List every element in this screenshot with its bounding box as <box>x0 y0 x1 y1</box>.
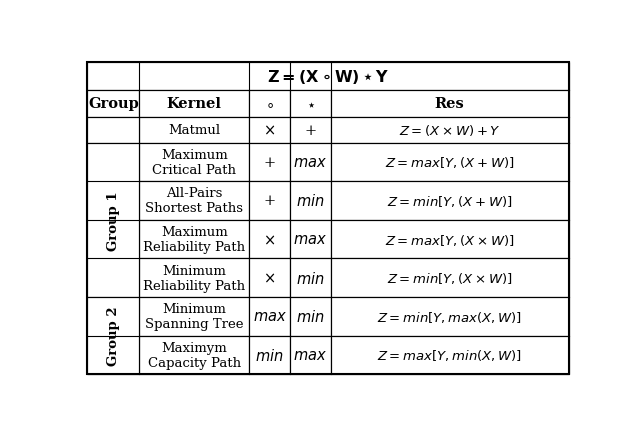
Bar <box>88 143 140 297</box>
Text: $\mathbf{Z = (X \circ W) \star Y}$: $\mathbf{Z = (X \circ W) \star Y}$ <box>267 67 389 86</box>
Text: Kernel: Kernel <box>167 97 221 111</box>
Bar <box>331 259 568 297</box>
Bar <box>290 220 331 259</box>
Text: All-Pairs
Shortest Paths: All-Pairs Shortest Paths <box>145 187 243 215</box>
Bar <box>249 143 290 182</box>
Text: Matmul: Matmul <box>168 124 220 137</box>
Bar <box>331 182 568 220</box>
Bar <box>88 143 568 182</box>
Text: $\mathit{min}$: $\mathit{min}$ <box>296 308 324 325</box>
Bar <box>88 90 568 118</box>
Bar <box>290 143 331 182</box>
Text: $Z = max[Y,(X \times W)]$: $Z = max[Y,(X \times W)]$ <box>385 232 515 247</box>
Text: Maximym
Capacity Path: Maximym Capacity Path <box>148 341 241 369</box>
Bar <box>88 118 568 143</box>
Text: $\mathit{min}$: $\mathit{min}$ <box>255 347 284 363</box>
Bar <box>331 336 568 374</box>
Text: $\mathit{max}$: $\mathit{max}$ <box>294 155 328 170</box>
Bar <box>290 259 331 297</box>
Bar <box>249 259 290 297</box>
Bar <box>88 297 140 336</box>
Bar <box>140 297 249 336</box>
Bar <box>290 182 331 220</box>
Text: Minimum
Spanning Tree: Minimum Spanning Tree <box>145 302 243 331</box>
Text: $\circ$: $\circ$ <box>265 97 274 111</box>
Text: Res: Res <box>435 97 465 111</box>
Text: +: + <box>264 194 276 208</box>
Bar <box>88 297 140 374</box>
Bar <box>88 63 568 90</box>
Bar <box>140 90 249 118</box>
Bar <box>88 336 568 374</box>
Bar <box>88 118 140 143</box>
Bar <box>290 336 331 374</box>
Bar <box>88 220 140 259</box>
Bar <box>88 297 568 336</box>
Bar <box>249 336 290 374</box>
Text: $\mathit{max}$: $\mathit{max}$ <box>253 309 287 323</box>
Text: +: + <box>305 124 317 138</box>
Bar <box>331 143 568 182</box>
Text: $\star$: $\star$ <box>306 97 315 111</box>
Text: Group 2: Group 2 <box>107 306 120 366</box>
Bar <box>88 259 568 297</box>
Bar <box>140 220 249 259</box>
Bar <box>331 220 568 259</box>
Text: $\mathit{max}$: $\mathit{max}$ <box>294 233 328 246</box>
Bar <box>140 259 249 297</box>
Bar <box>249 220 290 259</box>
Bar <box>290 90 331 118</box>
Bar <box>88 182 140 220</box>
Bar <box>331 90 568 118</box>
Bar <box>140 143 249 182</box>
Bar <box>140 182 249 220</box>
Bar <box>290 297 331 336</box>
Text: $\mathit{min}$: $\mathit{min}$ <box>296 270 324 286</box>
Bar <box>88 143 140 182</box>
Text: $Z = max[Y,(X + W)]$: $Z = max[Y,(X + W)]$ <box>385 155 515 170</box>
Bar <box>290 118 331 143</box>
Bar <box>249 297 290 336</box>
Bar <box>140 118 249 143</box>
Text: $Z = min[Y,(X + W)]$: $Z = min[Y,(X + W)]$ <box>387 193 513 208</box>
Text: $\times$: $\times$ <box>264 124 276 138</box>
Text: Minimum
Reliability Path: Minimum Reliability Path <box>143 264 245 292</box>
Text: $Z = max[Y,min(X,W)]$: $Z = max[Y,min(X,W)]$ <box>377 348 522 363</box>
Bar <box>88 336 140 374</box>
Text: Group 1: Group 1 <box>107 190 120 250</box>
Text: $Z = (X \times W) + Y$: $Z = (X \times W) + Y$ <box>399 123 500 138</box>
Text: $Z = min[Y,max(X,W)]$: $Z = min[Y,max(X,W)]$ <box>377 309 522 324</box>
Text: +: + <box>264 155 276 170</box>
Bar <box>88 259 140 297</box>
Bar <box>331 297 568 336</box>
Bar <box>331 118 568 143</box>
Bar <box>249 182 290 220</box>
Text: $\mathit{max}$: $\mathit{max}$ <box>294 348 328 362</box>
Text: $Z = min[Y,(X \times W)]$: $Z = min[Y,(X \times W)]$ <box>387 271 513 285</box>
Text: $\times$: $\times$ <box>264 233 276 246</box>
Text: $\mathit{min}$: $\mathit{min}$ <box>296 193 324 209</box>
Bar <box>88 90 140 118</box>
Text: Maximum
Critical Path: Maximum Critical Path <box>152 149 236 176</box>
Text: $\times$: $\times$ <box>264 271 276 285</box>
Bar <box>249 118 290 143</box>
Text: Group: Group <box>88 97 139 111</box>
Text: Maximum
Reliability Path: Maximum Reliability Path <box>143 225 245 253</box>
Bar <box>88 63 568 90</box>
Bar <box>140 336 249 374</box>
Bar <box>88 220 568 259</box>
Bar <box>249 90 290 118</box>
Bar <box>88 182 568 220</box>
